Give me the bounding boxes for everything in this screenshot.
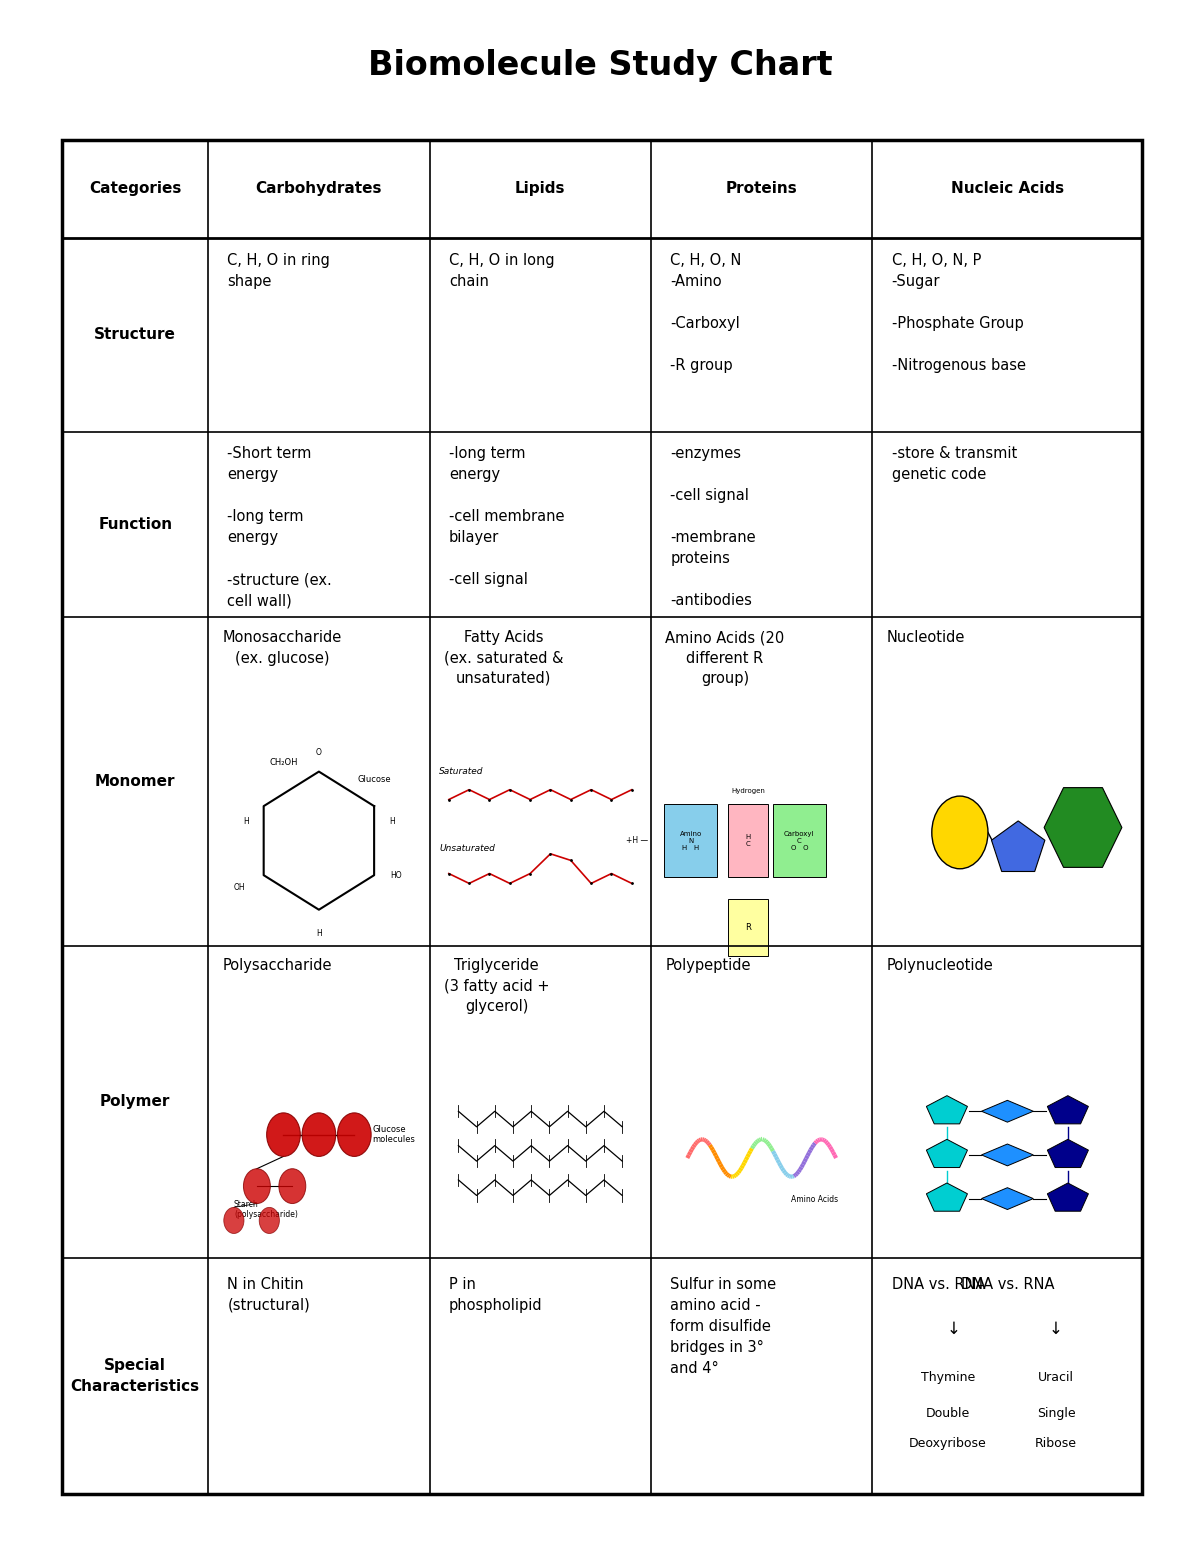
Text: +H —: +H — (626, 836, 648, 845)
Text: -Short term
energy

-long term
energy

-structure (ex.
cell wall): -Short term energy -long term energy -st… (228, 446, 332, 609)
Text: Polymer: Polymer (100, 1095, 170, 1109)
Text: Starch
(polysaccharide): Starch (polysaccharide) (234, 1200, 298, 1219)
Text: -enzymes

-cell signal

-membrane
proteins

-antibodies: -enzymes -cell signal -membrane proteins… (671, 446, 756, 609)
Bar (62, 140, 1142, 1494)
Text: Polynucleotide: Polynucleotide (887, 958, 994, 974)
Text: Amino
N
H   H: Amino N H H (679, 831, 702, 851)
Text: Ribose: Ribose (1034, 1438, 1078, 1451)
Text: Nucleic Acids: Nucleic Acids (950, 182, 1064, 196)
Text: Glucose
molecules: Glucose molecules (372, 1124, 415, 1145)
FancyBboxPatch shape (728, 804, 768, 877)
Text: Carboxyl
C
O   O: Carboxyl C O O (784, 831, 815, 851)
Circle shape (337, 1114, 371, 1157)
Text: -store & transmit
genetic code: -store & transmit genetic code (892, 446, 1016, 483)
Text: ↓: ↓ (1049, 1320, 1063, 1337)
Text: Uracil: Uracil (1038, 1371, 1074, 1384)
Text: C, H, O in long
chain: C, H, O in long chain (449, 253, 554, 289)
Text: Nucleotide: Nucleotide (887, 631, 965, 644)
Text: ↓: ↓ (947, 1320, 960, 1337)
Text: Triglyceride
(3 fatty acid +
glycerol): Triglyceride (3 fatty acid + glycerol) (444, 958, 550, 1014)
Text: H: H (242, 817, 248, 826)
Polygon shape (1048, 1183, 1088, 1211)
Text: P: P (956, 828, 964, 837)
Text: Saturated: Saturated (439, 767, 484, 776)
Text: Categories: Categories (89, 182, 181, 196)
FancyBboxPatch shape (773, 804, 826, 877)
Text: H
C: H C (745, 834, 751, 846)
Polygon shape (982, 1145, 1033, 1166)
Text: C, H, O in ring
shape: C, H, O in ring shape (228, 253, 330, 289)
Text: P in
phospholipid: P in phospholipid (449, 1277, 542, 1312)
Text: Monomer: Monomer (95, 773, 175, 789)
Text: Amino Acids: Amino Acids (791, 1194, 839, 1204)
Text: DNA vs. RNA: DNA vs. RNA (961, 1277, 1054, 1292)
Polygon shape (982, 1101, 1033, 1123)
Text: -long term
energy

-cell membrane
bilayer

-cell signal: -long term energy -cell membrane bilayer… (449, 446, 564, 587)
Text: Carbohydrates: Carbohydrates (256, 182, 382, 196)
Circle shape (931, 797, 988, 868)
Circle shape (259, 1207, 280, 1233)
Text: Sulfur in some
amino acid -
form disulfide
bridges in 3°
and 4°: Sulfur in some amino acid - form disulfi… (671, 1277, 776, 1376)
Text: Function: Function (98, 517, 173, 531)
Polygon shape (1048, 1140, 1088, 1168)
Text: OH: OH (234, 884, 246, 891)
Text: C, H, O, N, P
-Sugar

-Phosphate Group

-Nitrogenous base: C, H, O, N, P -Sugar -Phosphate Group -N… (892, 253, 1026, 373)
Text: O: O (316, 749, 322, 758)
Text: Proteins: Proteins (726, 182, 798, 196)
Polygon shape (1044, 787, 1122, 868)
Text: Double: Double (926, 1407, 970, 1419)
Text: N in Chitin
(structural): N in Chitin (structural) (228, 1277, 310, 1312)
Circle shape (302, 1114, 336, 1157)
Polygon shape (926, 1096, 967, 1124)
Circle shape (223, 1207, 244, 1233)
Text: Deoxyribose: Deoxyribose (910, 1438, 986, 1451)
Polygon shape (926, 1183, 967, 1211)
Text: Unsaturated: Unsaturated (439, 845, 496, 854)
Text: Single: Single (1037, 1407, 1075, 1419)
Text: Fatty Acids
(ex. saturated &
unsaturated): Fatty Acids (ex. saturated & unsaturated… (444, 631, 564, 686)
Circle shape (244, 1169, 270, 1204)
Text: R: R (745, 922, 751, 932)
Text: Monosaccharide
(ex. glucose): Monosaccharide (ex. glucose) (223, 631, 342, 666)
Text: H: H (316, 929, 322, 938)
Polygon shape (991, 822, 1045, 871)
Text: HO: HO (390, 871, 402, 879)
Text: Polysaccharide: Polysaccharide (223, 958, 332, 974)
Text: Glucose: Glucose (358, 775, 391, 784)
Text: H: H (389, 817, 395, 826)
Polygon shape (982, 1188, 1033, 1210)
Text: CH₂OH: CH₂OH (270, 758, 298, 767)
Text: DNA vs. RNA: DNA vs. RNA (892, 1277, 985, 1292)
FancyBboxPatch shape (665, 804, 718, 877)
Circle shape (278, 1169, 306, 1204)
Text: C, H, O, N
-Amino

-Carboxyl

-R group: C, H, O, N -Amino -Carboxyl -R group (671, 253, 742, 373)
Text: Hydrogen: Hydrogen (732, 787, 766, 794)
Text: Lipids: Lipids (515, 182, 565, 196)
Text: Amino Acids (20
different R
group): Amino Acids (20 different R group) (665, 631, 785, 686)
Polygon shape (926, 1140, 967, 1168)
Text: Biomolecule Study Chart: Biomolecule Study Chart (367, 48, 833, 82)
Circle shape (266, 1114, 300, 1157)
Text: Thymine: Thymine (920, 1371, 976, 1384)
Text: Special
Characteristics: Special Characteristics (71, 1357, 200, 1395)
Text: Structure: Structure (95, 328, 176, 342)
Polygon shape (1048, 1096, 1088, 1124)
FancyBboxPatch shape (728, 899, 768, 957)
Text: Polypeptide: Polypeptide (665, 958, 751, 974)
